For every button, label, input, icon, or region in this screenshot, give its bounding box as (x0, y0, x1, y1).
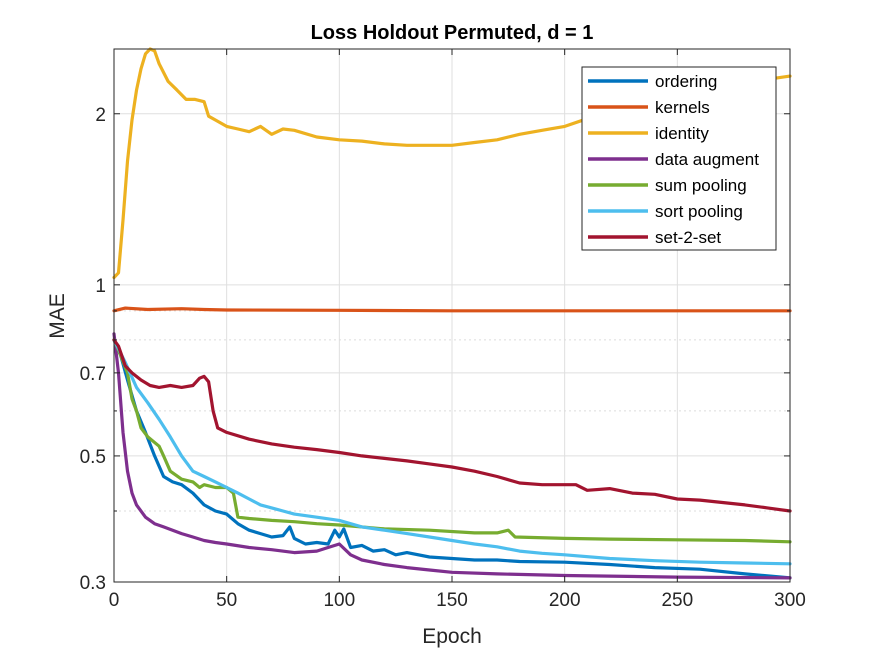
legend-label-sum-pooling: sum pooling (655, 176, 747, 195)
axis-ticks: 0 50 100 150 200 250 300 0.3 0.5 0.7 1 2 (80, 49, 806, 611)
legend-label-data-augment: data augment (655, 150, 759, 169)
chart-title: Loss Holdout Permuted, d = 1 (311, 22, 594, 44)
y-tick-label: 0.5 (80, 447, 106, 468)
series-lines (112, 47, 792, 580)
x-tick-label: 250 (661, 590, 693, 611)
y-tick-label: 2 (95, 105, 106, 126)
x-axis-label: Epoch (422, 625, 482, 648)
y-tick-label: 0.7 (80, 364, 106, 385)
x-tick-label: 150 (436, 590, 468, 611)
x-tick-label: 300 (774, 590, 806, 611)
series-line-kernels (112, 306, 792, 313)
legend: ordering kernels identity data augment sum p… (581, 66, 777, 251)
legend-label-set-2-set: set-2-set (655, 228, 721, 247)
series-line-sum-pooling (112, 338, 792, 544)
y-axis-label: MAE (46, 293, 69, 339)
legend-label-kernels: kernels (655, 98, 710, 117)
legend-label-sort-pooling: sort pooling (655, 202, 743, 221)
x-tick-label: 50 (216, 590, 237, 611)
legend-label-ordering: ordering (655, 72, 717, 91)
series-line-ordering (112, 338, 792, 580)
y-tick-label: 0.3 (80, 573, 106, 594)
x-tick-label: 100 (323, 590, 355, 611)
series-line-sort-pooling (112, 338, 792, 566)
series-line-data-augment (112, 332, 792, 580)
series-line-set-2-set (112, 338, 792, 513)
x-tick-label: 0 (109, 590, 120, 611)
y-tick-label: 1 (95, 276, 106, 297)
x-tick-label: 200 (549, 590, 581, 611)
legend-label-identity: identity (655, 124, 709, 143)
